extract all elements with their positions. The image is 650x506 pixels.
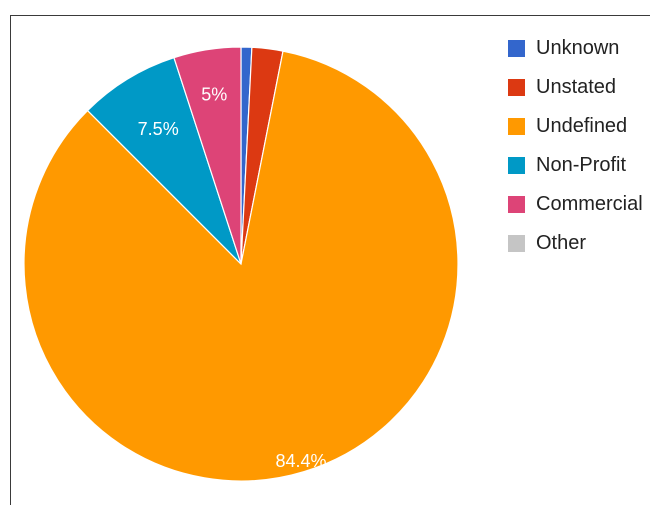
legend-item-non-profit[interactable]: Non-Profit: [508, 146, 643, 185]
pie-slices: [24, 47, 458, 481]
legend-item-unknown[interactable]: Unknown: [508, 29, 643, 68]
legend-item-commercial[interactable]: Commercial: [508, 185, 643, 224]
legend-label-commercial: Commercial: [536, 193, 643, 216]
slice-label-commercial: 5%: [201, 85, 227, 105]
legend-item-unstated[interactable]: Unstated: [508, 68, 643, 107]
legend-label-other: Other: [536, 232, 586, 255]
slice-label-non-profit: 7.5%: [138, 119, 179, 139]
slice-label-undefined: 84.4%: [275, 451, 326, 471]
legend-swatch-unstated: [508, 79, 525, 96]
legend-label-unstated: Unstated: [536, 76, 616, 99]
legend-label-unknown: Unknown: [536, 37, 619, 60]
legend-swatch-unknown: [508, 40, 525, 57]
legend-swatch-commercial: [508, 196, 525, 213]
legend-swatch-non-profit: [508, 157, 525, 174]
chart-container: 84.4% 7.5% 5% Unknown Unstated Undefined Non-…: [10, 15, 650, 505]
legend-swatch-undefined: [508, 118, 525, 135]
legend-label-non-profit: Non-Profit: [536, 154, 626, 177]
legend-label-undefined: Undefined: [536, 115, 627, 138]
chart-legend: Unknown Unstated Undefined Non-Profit Commer…: [508, 29, 643, 263]
legend-item-undefined[interactable]: Undefined: [508, 107, 643, 146]
legend-item-other[interactable]: Other: [508, 224, 643, 263]
legend-swatch-other: [508, 235, 525, 252]
